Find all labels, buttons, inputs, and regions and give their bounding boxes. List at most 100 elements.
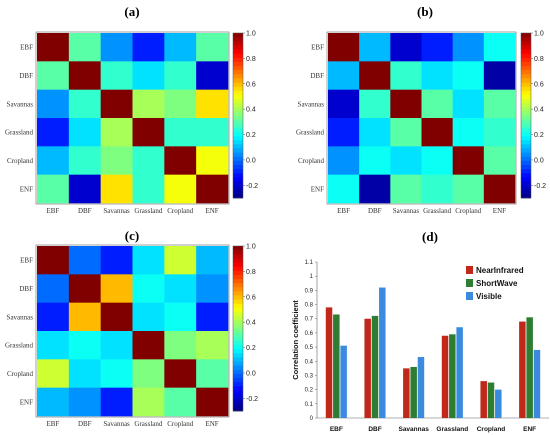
row-label-enf: ENF xyxy=(20,185,33,193)
colorbar-segment xyxy=(233,328,243,334)
heatmap-cell xyxy=(452,118,485,147)
colorbar-segment xyxy=(233,86,243,92)
colorbar-segment xyxy=(521,156,531,162)
y-tick-label: 0.6 xyxy=(305,331,314,337)
colorbar-segment xyxy=(233,107,243,112)
colorbar-segment xyxy=(521,37,531,42)
colorbar-segment xyxy=(233,365,243,371)
colorbar-segment xyxy=(521,189,531,195)
row-label-savannas: Savannas xyxy=(7,100,34,108)
colorbar-segment xyxy=(233,82,243,88)
heatmap-cell xyxy=(390,118,422,147)
row-label-ebf: EBF xyxy=(20,44,33,52)
colorbar-segment xyxy=(233,378,243,383)
heatmap-cell xyxy=(37,61,70,90)
colorbar-segment xyxy=(521,173,531,178)
column-label-cropland: Cropland xyxy=(167,207,194,215)
colorbar-segment xyxy=(233,99,243,104)
colorbar-segment xyxy=(521,82,531,88)
y-tick-label: 0.7 xyxy=(305,317,314,323)
heatmap-frame xyxy=(35,244,230,418)
colorbar-tick-label: 0.6 xyxy=(246,81,256,88)
colorbar-segment xyxy=(233,274,243,280)
colorbar-segment xyxy=(233,270,243,276)
bar-shortwave-dbf xyxy=(371,315,379,418)
colorbar-segment xyxy=(233,140,243,145)
heatmap-cell xyxy=(196,174,229,204)
heatmap-cell xyxy=(359,33,391,62)
row-label-cropland: Cropland xyxy=(298,157,325,165)
heatmap-cell xyxy=(196,331,229,360)
colorbar-segment xyxy=(233,336,243,342)
colorbar-segment xyxy=(521,49,531,55)
heatmap-cell xyxy=(68,302,101,332)
heatmap-cell xyxy=(359,174,391,204)
colorbar-tick-label: 0.4 xyxy=(246,320,256,327)
colorbar-segment xyxy=(521,70,531,75)
bar-nearinfrared-cropland xyxy=(480,381,487,418)
bar-nearinfrared-savannas xyxy=(403,368,410,418)
y-tick-label: 0.8 xyxy=(305,303,314,309)
colorbar-segment xyxy=(233,398,243,404)
bar-visible-dbf xyxy=(379,287,386,418)
legend-swatch-visible xyxy=(466,292,473,300)
heatmap-cell xyxy=(37,302,70,332)
colorbar-segment xyxy=(521,107,531,112)
colorbar-tick-label: 1.0 xyxy=(534,31,544,38)
heatmap-cell xyxy=(132,89,165,119)
heatmap-cell xyxy=(37,118,70,147)
heatmap-cell xyxy=(196,33,229,62)
heatmap-cell xyxy=(359,118,391,147)
heatmap-cell xyxy=(164,89,197,119)
colorbar-tick-label: 0.8 xyxy=(246,269,256,276)
heatmap-cell xyxy=(328,89,360,119)
heatmap-cell xyxy=(164,33,197,62)
colorbar-segment xyxy=(521,78,531,83)
heatmap-cell xyxy=(328,33,360,62)
colorbar-segment xyxy=(233,246,243,251)
colorbar-segment xyxy=(233,45,243,50)
colorbar-segment xyxy=(233,382,243,387)
colorbar-segment xyxy=(233,74,243,79)
column-label-dbf: DBF xyxy=(78,420,92,428)
colorbar-segment xyxy=(521,148,531,154)
heatmap-cell xyxy=(164,61,197,90)
bar-visible-grassland xyxy=(456,327,463,418)
colorbar-segment xyxy=(233,390,243,395)
colorbar-segment xyxy=(233,49,243,55)
colorbar-frame xyxy=(232,245,244,412)
heatmap-cell xyxy=(483,89,516,119)
colorbar-segment xyxy=(521,115,531,121)
heatmap-cell xyxy=(132,359,165,388)
colorbar-tick-label: 0.8 xyxy=(246,56,256,63)
heatmap-cell xyxy=(359,89,391,119)
colorbar-segment xyxy=(233,53,243,59)
colorbar-segment xyxy=(233,320,243,325)
colorbar-segment xyxy=(521,123,531,129)
colorbar-segment xyxy=(233,41,243,46)
heatmap-cell xyxy=(132,33,165,62)
heatmap-cell xyxy=(100,331,133,360)
colorbar-segment xyxy=(521,90,531,96)
column-label-grassland: Grassland xyxy=(134,207,162,215)
colorbar-segment xyxy=(233,37,243,42)
colorbar-segment xyxy=(233,402,243,408)
colorbar-segment xyxy=(233,258,243,263)
heatmap-cell xyxy=(421,61,453,90)
heatmap-cell xyxy=(68,387,101,417)
heatmap-panel-c: EBF EBF DBF DBF Savannas Savannas Grassland Gra… xyxy=(5,244,258,429)
column-label-ebf: EBF xyxy=(46,207,59,215)
colorbar-segment xyxy=(233,173,243,178)
heatmap-panel-b: EBFEBFDBFDBFSavannasSavannasGrasslandGra… xyxy=(296,31,546,216)
heatmap-cell xyxy=(68,146,101,175)
heatmap-cell xyxy=(164,359,197,388)
heatmap-cell xyxy=(68,174,101,204)
heatmap-cell xyxy=(196,359,229,388)
y-tick-label: 0.3 xyxy=(305,373,314,379)
column-label-ebf: EBF xyxy=(337,207,350,215)
colorbar-segment xyxy=(233,373,243,379)
colorbar-segment xyxy=(521,66,531,71)
bar-chart-panel-d: 0 0.1 0.2 0.3 0.4 0.5 0.6 0.7 0.8 0.9 1 1.1 Correlat… xyxy=(291,260,549,433)
y-tick-label: 1.1 xyxy=(305,260,314,266)
colorbar-segment xyxy=(233,127,243,133)
